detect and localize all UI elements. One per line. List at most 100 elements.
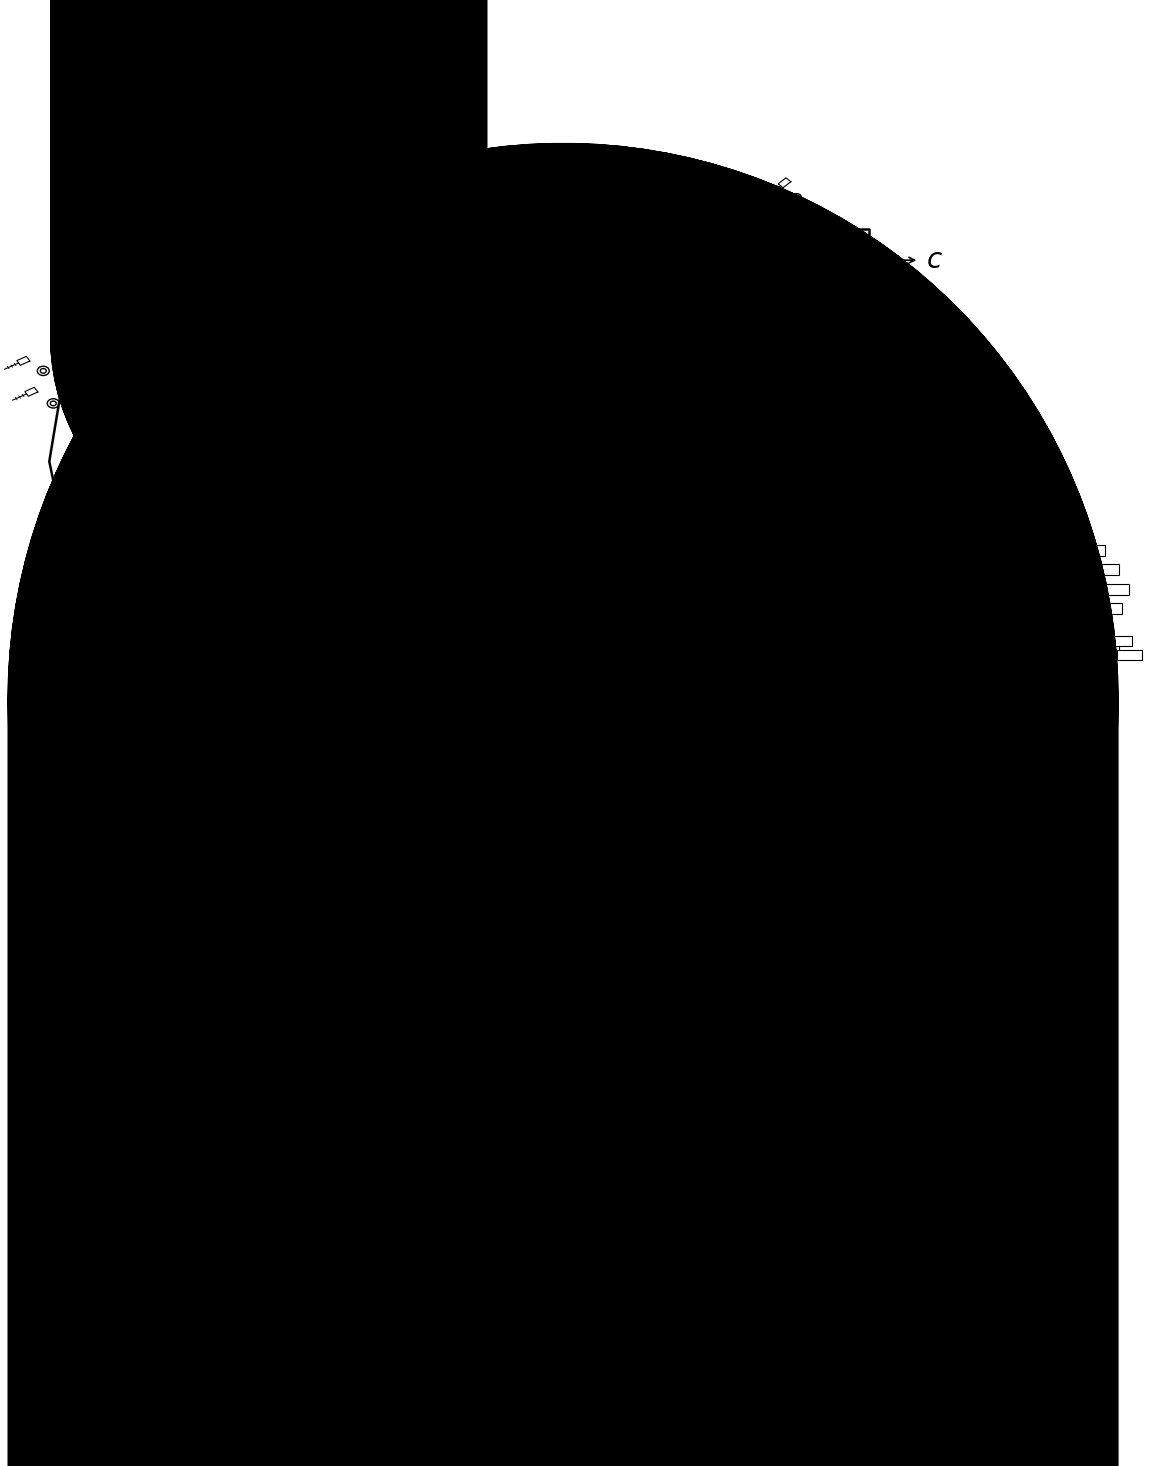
Circle shape (237, 965, 244, 972)
Circle shape (369, 982, 383, 994)
Circle shape (259, 452, 270, 460)
Polygon shape (49, 330, 261, 566)
Circle shape (445, 625, 455, 632)
Bar (1116, 649, 1142, 660)
Polygon shape (36, 607, 156, 1054)
Bar (1079, 626, 1104, 636)
Polygon shape (216, 217, 286, 334)
Circle shape (876, 479, 883, 485)
Text: c: c (927, 246, 942, 274)
Circle shape (341, 704, 364, 723)
Polygon shape (36, 608, 112, 1054)
Circle shape (255, 378, 266, 387)
Circle shape (356, 383, 365, 390)
Polygon shape (671, 312, 679, 321)
Circle shape (798, 437, 801, 440)
Polygon shape (488, 292, 519, 366)
Circle shape (461, 481, 470, 488)
Circle shape (341, 657, 364, 676)
Circle shape (364, 425, 368, 430)
Polygon shape (16, 356, 30, 365)
Circle shape (963, 654, 985, 671)
Polygon shape (464, 516, 476, 523)
Circle shape (551, 668, 565, 680)
Circle shape (495, 894, 505, 903)
Bar (1093, 642, 1119, 652)
Polygon shape (493, 255, 501, 265)
Circle shape (669, 350, 680, 359)
Circle shape (156, 863, 166, 872)
Polygon shape (267, 368, 278, 377)
Polygon shape (345, 413, 356, 422)
Circle shape (376, 167, 395, 183)
Circle shape (672, 352, 678, 356)
Circle shape (262, 965, 270, 972)
Bar (652, 444, 726, 482)
Polygon shape (271, 441, 283, 450)
Circle shape (554, 686, 563, 693)
Bar (1093, 603, 1121, 614)
Circle shape (490, 283, 505, 295)
Text: a: a (280, 377, 298, 405)
Circle shape (685, 616, 694, 625)
Circle shape (174, 982, 188, 994)
Circle shape (495, 667, 505, 674)
Circle shape (798, 469, 807, 476)
Circle shape (595, 894, 605, 903)
Circle shape (762, 208, 768, 213)
Polygon shape (36, 608, 894, 712)
Polygon shape (622, 391, 794, 415)
Circle shape (435, 894, 445, 903)
Circle shape (156, 927, 166, 934)
Bar (1107, 636, 1132, 645)
Polygon shape (540, 361, 595, 570)
Polygon shape (391, 884, 470, 1193)
Polygon shape (395, 380, 562, 570)
Circle shape (495, 863, 505, 872)
Polygon shape (743, 194, 756, 204)
Bar (301, 806, 411, 868)
Circle shape (595, 927, 605, 934)
Circle shape (216, 927, 226, 934)
Polygon shape (221, 152, 430, 217)
Polygon shape (877, 595, 887, 604)
Polygon shape (778, 177, 791, 188)
Polygon shape (331, 126, 340, 136)
Circle shape (156, 894, 166, 903)
Circle shape (542, 415, 552, 422)
Circle shape (595, 863, 605, 872)
Polygon shape (799, 457, 808, 462)
Circle shape (672, 365, 677, 368)
Circle shape (543, 447, 551, 453)
Text: Floor Frame: Floor Frame (49, 649, 131, 663)
Text: b: b (216, 951, 234, 979)
Circle shape (435, 927, 445, 934)
Polygon shape (271, 479, 283, 488)
Circle shape (37, 366, 49, 375)
Bar (1077, 545, 1105, 556)
Polygon shape (622, 415, 762, 548)
Polygon shape (889, 453, 900, 463)
Polygon shape (166, 884, 470, 976)
Bar (47, 736, 101, 783)
Circle shape (345, 674, 356, 682)
Text: フューズボックス: フューズボックス (140, 1209, 199, 1223)
Circle shape (195, 686, 206, 693)
Circle shape (743, 337, 752, 346)
Polygon shape (794, 422, 805, 428)
Bar (140, 410, 160, 453)
Circle shape (670, 362, 679, 369)
Circle shape (243, 262, 259, 274)
Circle shape (493, 286, 501, 292)
Text: c: c (495, 692, 511, 720)
Circle shape (868, 597, 871, 600)
Polygon shape (492, 292, 502, 353)
Circle shape (195, 647, 206, 655)
Bar (1100, 583, 1128, 595)
Polygon shape (858, 465, 871, 474)
Text: フロアフレーム: フロアフレーム (49, 635, 102, 647)
Circle shape (259, 490, 270, 497)
Polygon shape (851, 585, 863, 594)
Circle shape (745, 340, 750, 343)
Circle shape (48, 399, 59, 408)
